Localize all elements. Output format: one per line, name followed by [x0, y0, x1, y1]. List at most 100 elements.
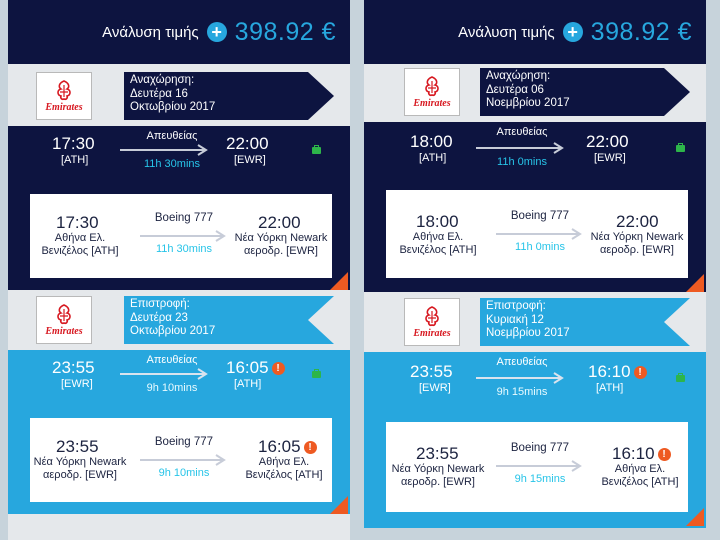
- summary-duration: 9h 15mins: [496, 386, 548, 398]
- plus-circle-icon[interactable]: +: [562, 22, 583, 42]
- detail-arrival-place: Νέα Υόρκη Newark αεροδρ. [EWR]: [230, 232, 332, 258]
- detail-departure-place-line1: Αθήνα Ελ.: [412, 231, 464, 243]
- detail-arrival-time-text: 16:05: [258, 437, 301, 456]
- return-detail-card[interactable]: 23:55 Νέα Υόρκη Newark αεροδρ. [EWR] Boei…: [30, 418, 332, 502]
- airline-name: Emirates: [413, 98, 451, 109]
- return-month: Οκτωβρίου 2017: [130, 325, 216, 337]
- detail-arrival-time: 16:05!: [258, 437, 317, 457]
- warning-icon[interactable]: !: [657, 448, 671, 461]
- outbound-detail-area: 17:30 Αθήνα Ελ. Βενιζέλος [ATH] Boeing 77…: [8, 192, 350, 290]
- detail-arrival-place: Αθήνα Ελ. Βενιζέλος [ATH]: [592, 463, 688, 489]
- detail-departure-place: Αθήνα Ελ. Βενιζέλος [ATH]: [390, 231, 486, 257]
- emirates-emblem-icon: [57, 80, 71, 101]
- detail-arrival-place-line2: Βενιζέλος [ATH]: [601, 476, 679, 488]
- total-price: 398.92 €: [590, 17, 692, 46]
- aircraft-model: Boeing 777: [510, 442, 570, 454]
- return-date-banner: Επιστροφή: Κυριακή 12 Νοεμβρίου 2017: [480, 298, 690, 346]
- price-breakdown-bar[interactable]: Ανάλυση τιμής + 398.92 €: [364, 0, 706, 64]
- summary-duration: 11h 0mins: [497, 156, 547, 168]
- detail-departure-place-line2: Βενιζέλος [ATH]: [399, 244, 477, 256]
- outbound-flight-summary[interactable]: 17:30 [ATH] Απευθείας 11h 30mins 22:00 […: [8, 126, 350, 192]
- price-breakdown-bar[interactable]: Ανάλυση τιμής + 398.92 €: [8, 0, 350, 64]
- summary-arrival-time: 22:00: [586, 132, 629, 151]
- return-day: Δευτέρα 23: [130, 311, 188, 324]
- return-day: Κυριακή 12: [486, 313, 544, 326]
- detail-departure-place-line2: Βενιζέλος [ATH]: [41, 245, 119, 257]
- return-month: Νοεμβρίου 2017: [486, 327, 570, 339]
- summary-arrival-time-text: 16:05: [226, 358, 269, 377]
- arrow-right-icon: [496, 228, 582, 240]
- detail-departure-place-line1: Αθήνα Ελ.: [54, 232, 106, 244]
- plus-circle-icon[interactable]: +: [206, 22, 227, 42]
- summary-stops: Απευθείας: [146, 354, 198, 366]
- summary-arrival-code: [ATH]: [596, 382, 624, 394]
- summary-departure-time: 18:00: [410, 132, 453, 151]
- detail-arrival-place-line2: αεροδρ. [EWR]: [244, 245, 318, 257]
- detail-arrival-time: 22:00: [616, 212, 659, 231]
- detail-arrival-place-line1: Νέα Υόρκη Newark: [590, 231, 684, 243]
- total-price: 398.92 €: [234, 17, 336, 46]
- return-header: Emirates Επιστροφή: Δευτέρα 23 Οκτωβρίου…: [8, 292, 350, 350]
- warning-icon[interactable]: !: [303, 441, 317, 454]
- fare-panel-right: Ανάλυση τιμής + 398.92 € Emirates Αναχώρ…: [364, 0, 706, 528]
- warning-icon[interactable]: !: [271, 362, 285, 375]
- detail-arrival-time: 16:10!: [612, 444, 671, 464]
- summary-stops: Απευθείας: [146, 130, 198, 142]
- detail-departure-time: 23:55: [416, 444, 459, 463]
- arrow-right-icon: [140, 454, 226, 466]
- detail-departure-time: 17:30: [56, 213, 99, 232]
- summary-arrival-time: 22:00: [226, 134, 269, 153]
- emirates-logo: Emirates: [404, 298, 460, 346]
- summary-departure-code: [ATH]: [419, 152, 447, 164]
- baggage-icon: [312, 369, 321, 378]
- detail-duration: 11h 0mins: [515, 241, 565, 253]
- emirates-logo: Emirates: [404, 68, 460, 116]
- detail-arrival-place: Αθήνα Ελ. Βενιζέλος [ATH]: [236, 456, 332, 482]
- arrow-right-icon: [140, 230, 226, 242]
- departure-title: Αναχώρηση:: [486, 70, 551, 82]
- detail-arrival-place-line1: Αθήνα Ελ.: [258, 456, 310, 468]
- outbound-detail-card[interactable]: 18:00 Αθήνα Ελ. Βενιζέλος [ATH] Boeing 77…: [386, 190, 688, 278]
- emirates-emblem-icon: [425, 306, 439, 327]
- outbound-header: Emirates Αναχώρηση: Δευτέρα 06 Νοεμβρίου…: [364, 64, 706, 122]
- airline-name: Emirates: [45, 102, 83, 113]
- departure-month: Νοεμβρίου 2017: [486, 97, 570, 109]
- arrow-right-icon: [120, 368, 208, 380]
- departure-title: Αναχώρηση:: [130, 74, 195, 86]
- return-flight-summary[interactable]: 23:55 [EWR] Απευθείας 9h 15mins 16:10! […: [364, 352, 706, 420]
- detail-arrival-time: 22:00: [258, 213, 301, 232]
- return-detail-card[interactable]: 23:55 Νέα Υόρκη Newark αεροδρ. [EWR] Boei…: [386, 422, 688, 512]
- summary-departure-time: 23:55: [52, 358, 95, 377]
- detail-arrival-place: Νέα Υόρκη Newark αεροδρ. [EWR]: [586, 231, 688, 257]
- summary-arrival-time-text: 16:10: [588, 362, 631, 381]
- outbound-detail-card[interactable]: 17:30 Αθήνα Ελ. Βενιζέλος [ATH] Boeing 77…: [30, 194, 332, 278]
- summary-stops: Απευθείας: [496, 356, 548, 368]
- warning-icon[interactable]: !: [633, 366, 647, 379]
- detail-arrival-place-line1: Αθήνα Ελ.: [614, 463, 666, 475]
- summary-stops: Απευθείας: [496, 126, 548, 138]
- return-flight-summary[interactable]: 23:55 [EWR] Απευθείας 9h 10mins 16:05! […: [8, 350, 350, 416]
- outbound-flight-summary[interactable]: 18:00 [ATH] Απευθείας 11h 0mins 22:00 [E…: [364, 122, 706, 188]
- corner-marker-icon: [330, 496, 348, 514]
- return-date-banner: Επιστροφή: Δευτέρα 23 Οκτωβρίου 2017: [124, 296, 334, 344]
- corner-marker-icon: [330, 272, 348, 290]
- price-breakdown-label: Ανάλυση τιμής: [458, 23, 555, 41]
- baggage-icon: [676, 143, 685, 152]
- arrow-right-icon: [476, 142, 564, 154]
- aircraft-model: Boeing 777: [154, 212, 214, 224]
- detail-departure-place-line2: αεροδρ. [EWR]: [43, 469, 117, 481]
- detail-arrival-place-line2: αεροδρ. [EWR]: [600, 244, 674, 256]
- outbound-detail-area: 18:00 Αθήνα Ελ. Βενιζέλος [ATH] Boeing 77…: [364, 188, 706, 292]
- summary-departure-code: [ATH]: [61, 154, 89, 166]
- summary-departure-code: [EWR]: [61, 378, 93, 390]
- detail-arrival-place-line1: Νέα Υόρκη Newark: [234, 232, 328, 244]
- baggage-icon: [312, 145, 321, 154]
- arrow-right-icon: [476, 372, 564, 384]
- departure-date-banner: Αναχώρηση: Δευτέρα 16 Οκτωβρίου 2017: [124, 72, 334, 120]
- detail-departure-place-line1: Νέα Υόρκη Newark: [391, 463, 485, 475]
- return-detail-area: 23:55 Νέα Υόρκη Newark αεροδρ. [EWR] Boei…: [8, 416, 350, 514]
- detail-duration: 11h 30mins: [155, 243, 213, 255]
- summary-duration: 9h 10mins: [146, 382, 198, 394]
- corner-marker-icon: [686, 508, 704, 526]
- detail-departure-place-line2: αεροδρ. [EWR]: [401, 476, 475, 488]
